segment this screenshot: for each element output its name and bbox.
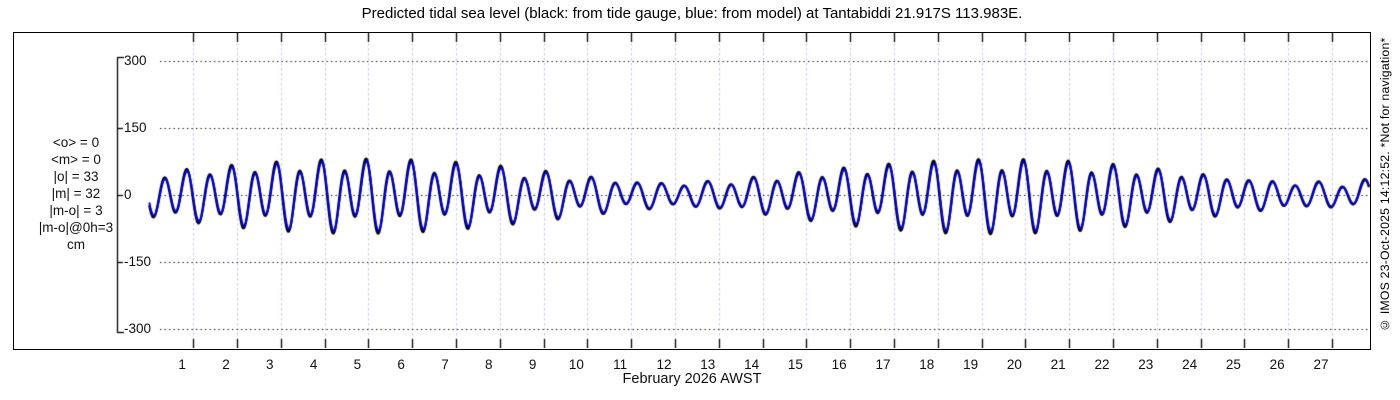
x-tick-label: 15 [787,357,803,372]
tide-curve-canvas [14,33,1370,348]
y-tick-label: 0 [124,187,132,202]
x-tick-label: 23 [1138,357,1154,372]
x-axis-label: February 2026 AWST [622,371,762,387]
stats-line: cm [67,237,85,252]
x-tick-label: 11 [613,357,628,372]
x-tick-label: 12 [656,357,672,372]
x-tick-label: 13 [700,357,716,372]
stats-line: |m-o|@0h=3 [38,220,114,235]
stats-line: |o| = 33 [53,169,99,184]
y-tick-label: -150 [124,254,152,269]
x-tick-label: 14 [744,357,760,372]
x-tick-label: 24 [1182,357,1198,372]
x-tick-label: 2 [222,357,230,372]
chart-title: Predicted tidal sea level (black: from t… [361,5,1023,22]
x-tick-label: 22 [1094,357,1110,372]
x-tick-label: 7 [441,357,449,372]
x-tick-label: 25 [1225,357,1241,372]
stats-line: <m> = 0 [51,152,101,167]
x-tick-label: 8 [485,357,493,372]
x-tick-label: 4 [309,357,318,372]
x-tick-label: 6 [397,357,405,372]
x-tick-label: 18 [919,357,935,372]
x-tick-label: 5 [353,357,362,372]
copyright-note: © IMOS 23-Oct-2025 14:12:52. *Not for na… [1378,37,1392,333]
x-tick-label: 26 [1269,357,1285,372]
x-tick-label: 3 [266,357,274,372]
x-tick-label: 17 [875,357,891,372]
x-tick-label: 19 [963,357,979,372]
y-tick-label: 150 [124,120,147,135]
stats-line: <o> = 0 [52,135,100,150]
stats-line: |m-o| = 3 [49,203,103,218]
x-tick-label: 10 [568,357,584,372]
x-tick-label: 16 [831,357,847,372]
y-tick-label: -300 [124,321,152,336]
stats-line: |m| = 32 [51,186,101,201]
x-tick-label: 27 [1313,357,1329,372]
plot-frame [13,32,1371,350]
stats-annotation: <o> = 0 <m> = 0 |o| = 33 |m| = 32 |m-o| = 3 |… [6,134,146,253]
x-tick-label: 1 [178,357,186,372]
x-tick-label: 9 [528,357,537,372]
x-tick-label: 20 [1006,357,1022,372]
x-tick-label: 21 [1050,357,1066,372]
y-tick-label: 300 [124,53,147,68]
